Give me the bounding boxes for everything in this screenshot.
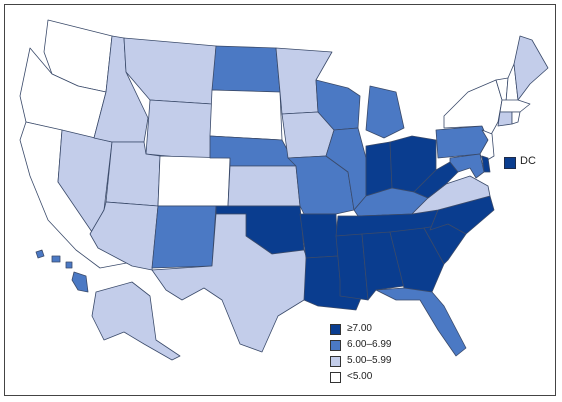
state-me (513, 35, 549, 101)
state-fl (375, 287, 467, 357)
state-mt (123, 37, 217, 105)
state-ct (497, 111, 513, 127)
legend-item-3: 5.00–5.99 (330, 354, 450, 368)
legend-swatch (330, 339, 341, 351)
state-ar (299, 213, 339, 259)
legend: ≥7.00 6.00–6.99 5.00–5.99 <5.00 (330, 322, 450, 386)
state-ak (91, 281, 181, 361)
state-al (361, 231, 405, 301)
state-co (157, 155, 231, 207)
state-de (481, 155, 491, 173)
state-ms (335, 233, 369, 301)
legend-item-1: ≥7.00 (330, 322, 450, 336)
legend-label: 6.00–6.99 (347, 339, 392, 350)
legend-swatch (330, 355, 341, 367)
state-md (449, 153, 485, 179)
state-ma (499, 99, 531, 113)
state-ks (227, 165, 301, 207)
state-tx (151, 213, 313, 353)
state-ny (443, 79, 503, 141)
legend-item-2: 6.00–6.99 (330, 338, 450, 352)
state-ri (511, 111, 521, 125)
state-nd (211, 45, 281, 93)
state-hi (35, 249, 89, 293)
legend-swatch (330, 371, 341, 383)
state-mi (365, 85, 405, 139)
legend-item-4: <5.00 (330, 370, 450, 384)
state-ga (389, 227, 445, 293)
state-wy (145, 99, 213, 161)
legend-label: ≥7.00 (347, 323, 372, 334)
dc-marker (504, 157, 516, 169)
state-nm (151, 205, 217, 269)
legend-label: 5.00–5.99 (347, 355, 392, 366)
state-in (365, 141, 393, 197)
state-va (411, 175, 491, 215)
legend-label: <5.00 (347, 371, 373, 382)
state-sd (209, 89, 283, 141)
dc-label: DC (520, 155, 536, 167)
legend-swatch (330, 323, 341, 335)
